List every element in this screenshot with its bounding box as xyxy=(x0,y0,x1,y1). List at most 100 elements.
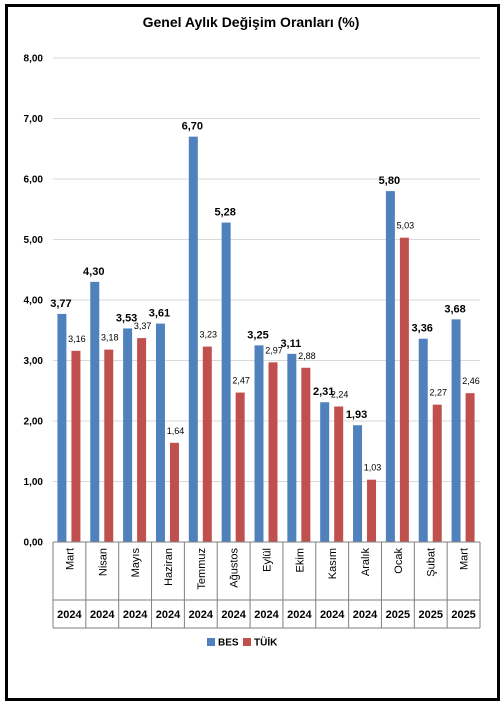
x-tick-label: Nisan xyxy=(97,548,109,576)
x-tick-label: Mart xyxy=(459,548,471,570)
year-label: 2025 xyxy=(451,609,475,621)
year-label: 2024 xyxy=(287,609,312,621)
bar-bes xyxy=(155,323,165,542)
data-label-tuik: 3,37 xyxy=(134,321,152,331)
legend-label-tuik: TÜİK xyxy=(254,636,278,649)
y-tick-label: 4,00 xyxy=(24,296,44,307)
x-tick-label: Ocak xyxy=(393,548,405,574)
data-label-tuik: 2,24 xyxy=(331,389,349,399)
bar-bes xyxy=(451,319,461,542)
data-label-bes: 3,53 xyxy=(116,312,137,324)
data-label-bes: 3,61 xyxy=(149,308,170,320)
data-label-tuik: 2,46 xyxy=(462,376,480,386)
y-tick-label: 3,00 xyxy=(24,356,44,367)
x-tick-label: Haziran xyxy=(163,548,175,586)
y-axis-ticks: 0,00 1,00 2,00 3,00 4,00 5,00 6,00 7,00 8,00 xyxy=(24,54,44,549)
data-label-tuik: 2,27 xyxy=(429,388,447,398)
year-label: 2024 xyxy=(189,609,214,621)
bar-bes xyxy=(320,402,330,542)
bars xyxy=(57,136,475,542)
data-label-bes: 3,25 xyxy=(247,329,268,341)
year-label: 2024 xyxy=(353,609,378,621)
x-tick-label: Ağustos xyxy=(229,548,241,588)
bar-tuik xyxy=(432,404,442,542)
x-tick-label: Mart xyxy=(64,548,76,570)
bar-tuik xyxy=(301,367,311,542)
year-label: 2025 xyxy=(418,609,442,621)
data-label-tuik: 2,97 xyxy=(265,345,283,355)
bar-bes xyxy=(254,345,264,542)
y-tick-label: 7,00 xyxy=(24,114,44,125)
bar-tuik xyxy=(104,349,114,542)
data-label-bes: 3,11 xyxy=(280,338,301,350)
x-tick-label: Aralık xyxy=(360,548,372,577)
legend-swatch-bes xyxy=(207,638,215,646)
year-label: 2024 xyxy=(254,609,279,621)
year-label: 2024 xyxy=(156,609,181,621)
data-label-bes: 6,70 xyxy=(182,121,203,133)
bar-bes xyxy=(188,136,198,542)
year-label: 2024 xyxy=(57,609,82,621)
bar-tuik xyxy=(268,362,278,542)
chart-title: Genel Aylık Değişim Oranları (%) xyxy=(143,14,360,30)
bar-tuik xyxy=(137,338,147,542)
bar-tuik xyxy=(334,406,344,542)
bar-bes xyxy=(90,281,100,542)
x-tick-label: Ekim xyxy=(294,548,306,572)
chart-frame xyxy=(5,4,500,701)
data-label-tuik: 3,23 xyxy=(200,330,218,340)
year-label: 2024 xyxy=(221,609,246,621)
x-tick-label: Eylül xyxy=(262,548,274,572)
bar-tuik xyxy=(169,442,179,542)
x-tick-label: Mayıs xyxy=(130,548,142,578)
data-label-tuik: 2,88 xyxy=(298,351,316,361)
data-label-tuik: 3,18 xyxy=(101,333,119,343)
data-labels: 3,77 3,16 4,30 3,18 3,533,373,61 1,64 6,70 3,23… xyxy=(50,121,480,473)
data-label-bes: 3,68 xyxy=(444,303,465,315)
bar-tuik xyxy=(367,479,377,542)
bar-bes xyxy=(123,328,133,542)
bar-bes xyxy=(287,353,297,542)
year-label: 2025 xyxy=(386,609,410,621)
legend-swatch-tuik xyxy=(243,638,251,646)
y-tick-label: 2,00 xyxy=(24,417,44,428)
data-label-bes: 2,31 xyxy=(313,386,334,398)
data-label-bes: 3,77 xyxy=(50,298,71,310)
y-tick-label: 0,00 xyxy=(24,538,44,549)
y-tick-label: 6,00 xyxy=(24,175,44,186)
bar-tuik xyxy=(465,393,475,542)
x-tick-label: Şubat xyxy=(426,548,438,577)
data-label-tuik: 2,47 xyxy=(232,376,250,386)
bar-bes xyxy=(385,191,395,542)
bar-bes xyxy=(57,313,67,542)
bar-tuik xyxy=(71,350,81,542)
bar-tuik xyxy=(235,392,245,542)
data-label-bes: 1,93 xyxy=(346,409,367,421)
bar-tuik xyxy=(399,237,409,542)
bar-tuik xyxy=(202,346,212,542)
legend-label-bes: BES xyxy=(218,638,239,649)
x-axis: Mart 2024 Nisan 2024 Mayıs 2024 Haziran 2024 Tem… xyxy=(52,541,481,629)
data-label-tuik: 1,03 xyxy=(364,463,382,473)
bar-bes xyxy=(418,338,428,542)
x-tick-label: Temmuz xyxy=(196,548,208,590)
bar-bes xyxy=(221,222,231,542)
y-tick-label: 1,00 xyxy=(24,477,44,488)
data-label-bes: 5,80 xyxy=(379,175,400,187)
year-label: 2024 xyxy=(90,609,115,621)
data-label-tuik: 1,64 xyxy=(167,426,185,436)
year-label: 2024 xyxy=(123,609,148,621)
gridlines xyxy=(53,57,480,482)
data-label-tuik: 5,03 xyxy=(397,221,415,231)
legend: BES TÜİK xyxy=(207,636,278,649)
bar-bes xyxy=(353,425,363,542)
data-label-tuik: 3,16 xyxy=(68,334,86,344)
data-label-bes: 5,28 xyxy=(214,207,235,219)
data-label-bes: 3,36 xyxy=(412,323,433,335)
data-label-bes: 4,30 xyxy=(83,266,104,278)
y-tick-label: 5,00 xyxy=(24,235,44,246)
year-label: 2024 xyxy=(320,609,345,621)
y-tick-label: 8,00 xyxy=(24,54,44,65)
x-tick-label: Kasım xyxy=(327,548,339,579)
